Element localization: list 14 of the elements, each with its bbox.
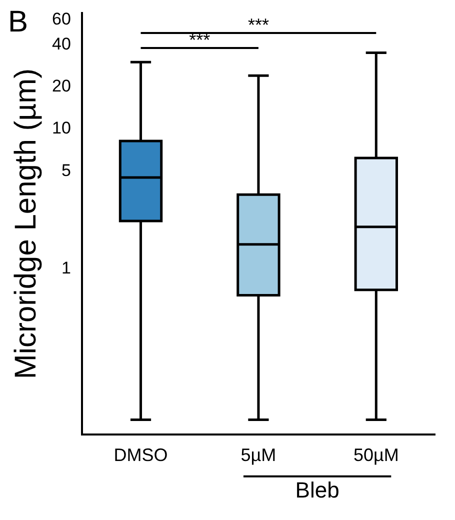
annotation: *** bbox=[189, 30, 210, 50]
y-axis-title: Microridge Length (µm) bbox=[9, 68, 42, 380]
y-tick-label: 60 bbox=[52, 10, 71, 29]
y-tick-label: 10 bbox=[52, 118, 71, 138]
y-tick-label: 1 bbox=[61, 258, 71, 278]
y-tick-label: 40 bbox=[52, 34, 71, 54]
x-tick-label: 50µM bbox=[353, 445, 399, 466]
x-tick-label: 5µM bbox=[240, 445, 276, 466]
x-axis-title: Bleb bbox=[295, 477, 340, 502]
text: B bbox=[8, 5, 28, 38]
y-tick-label: 20 bbox=[52, 76, 71, 96]
y-tick-label: 5 bbox=[61, 160, 71, 180]
x-tick-label: DMSO bbox=[114, 445, 168, 466]
annotation: *** bbox=[248, 14, 269, 35]
